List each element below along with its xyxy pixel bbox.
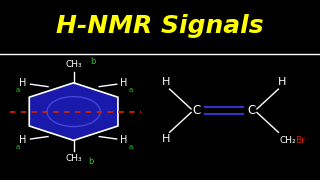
- Text: H: H: [120, 78, 128, 88]
- Text: H: H: [19, 135, 27, 145]
- Text: b: b: [89, 158, 94, 166]
- Text: H-NMR Signals: H-NMR Signals: [56, 14, 264, 38]
- Text: H: H: [120, 135, 128, 145]
- Text: C: C: [193, 104, 201, 117]
- Text: Br: Br: [295, 136, 305, 145]
- Text: a: a: [129, 144, 133, 150]
- Text: a: a: [129, 87, 133, 93]
- Text: CH₂: CH₂: [280, 136, 297, 145]
- Text: C: C: [247, 104, 255, 117]
- Text: a: a: [15, 144, 20, 150]
- Text: a: a: [15, 87, 20, 93]
- Text: H: H: [162, 77, 171, 87]
- Text: H: H: [19, 78, 27, 88]
- Text: CH₃: CH₃: [65, 154, 82, 163]
- Text: H: H: [277, 77, 286, 87]
- Text: H: H: [162, 134, 171, 145]
- Text: CH₃: CH₃: [65, 60, 82, 69]
- Text: b: b: [90, 57, 95, 66]
- Polygon shape: [29, 83, 118, 140]
